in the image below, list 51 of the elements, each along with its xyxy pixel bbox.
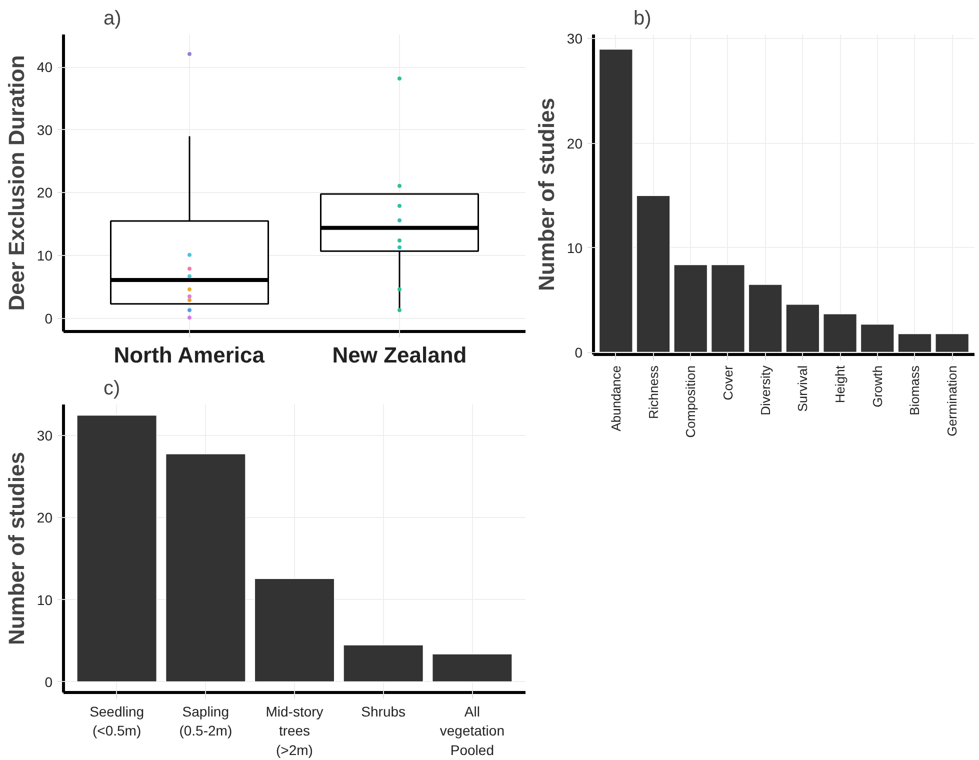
- y-tick-label: 30: [566, 30, 583, 47]
- y-axis-title: Deer Exclusion Duration: [4, 55, 29, 311]
- chart-title: c): [104, 378, 120, 400]
- bar: [748, 284, 783, 353]
- chart-title: a): [104, 8, 122, 30]
- bar: [710, 264, 746, 353]
- bar: [598, 48, 634, 353]
- x-tick-label: Diversity: [758, 365, 773, 416]
- y-tick-label: 10: [36, 248, 53, 264]
- x-tick-label: Richness: [646, 365, 661, 419]
- bar: [76, 414, 158, 682]
- y-tick-label: 20: [36, 510, 53, 526]
- x-tick-label: Cover: [720, 364, 736, 400]
- y-axis-title: Number of studies: [534, 98, 559, 292]
- bar: [934, 333, 970, 353]
- bar: [785, 304, 820, 353]
- x-tick-label: Abundance: [608, 366, 624, 432]
- x-tick-label: Biomass: [907, 365, 922, 416]
- bar: [432, 653, 513, 682]
- bar: [342, 644, 424, 682]
- bar: [254, 578, 335, 682]
- bar: [165, 453, 246, 682]
- x-tick-label: Shrubs: [361, 704, 406, 720]
- bar: [897, 333, 932, 353]
- x-tick-label: Sapling (0.5-2m): [179, 704, 232, 739]
- y-tick-label: 30: [36, 122, 53, 138]
- y-tick-label: 20: [36, 184, 53, 201]
- x-tick-label: Mid-story trees (>2m): [266, 704, 324, 758]
- y-tick-label: 0: [44, 310, 53, 326]
- x-tick-label: Survival: [795, 365, 810, 412]
- y-tick-label: 40: [36, 59, 53, 76]
- x-tick-label: Height: [832, 365, 848, 404]
- x-tick-label: North America: [114, 342, 266, 368]
- x-tick-label: Growth: [870, 365, 885, 408]
- y-axis-title: Number of studies: [4, 452, 29, 646]
- x-tick-label: Seedling (<0.5m): [90, 704, 144, 739]
- bar: [860, 324, 895, 353]
- y-tick-label: 30: [36, 428, 53, 444]
- x-tick-label: All vegetation Pooled: [440, 704, 504, 758]
- y-tick-label: 10: [36, 592, 53, 608]
- x-tick-label: Composition: [683, 365, 698, 438]
- bar: [636, 195, 671, 353]
- y-tick-label: 0: [574, 344, 583, 360]
- y-tick-label: 10: [566, 240, 583, 256]
- bar: [673, 264, 708, 353]
- x-tick-label: Germination: [944, 365, 960, 436]
- y-tick-label: 0: [44, 674, 53, 690]
- x-tick-label: New Zealand: [332, 342, 467, 368]
- bar: [822, 313, 858, 353]
- chart-title: b): [634, 8, 652, 30]
- y-tick-label: 20: [566, 135, 583, 152]
